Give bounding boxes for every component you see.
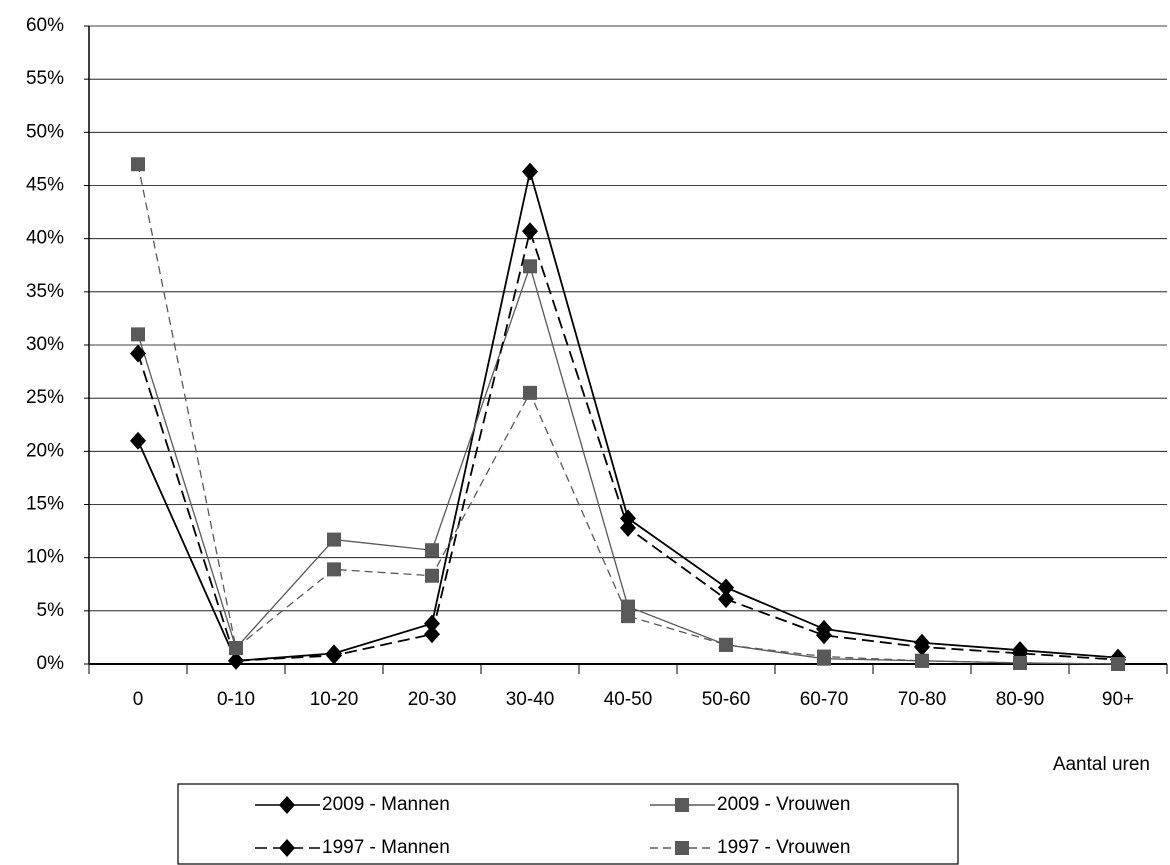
x-tick-label: 90+ [1102,689,1134,710]
series-line [137,164,1119,665]
marker [131,327,145,342]
marker [424,625,440,644]
marker [523,385,537,400]
x-tick-label: 0 [133,689,144,710]
legend-label: 1997 - Mannen [322,837,450,858]
marker [620,509,636,528]
marker [327,532,341,547]
x-tick-label: 80-90 [996,689,1045,710]
marker [523,259,537,274]
marker [522,162,538,181]
x-tick-label: 0-10 [217,689,255,710]
y-tick-label: 0% [37,653,65,674]
marker [229,641,243,656]
x-axis-label: Aantal uren [1053,754,1150,775]
marker [915,653,929,668]
marker [326,646,342,665]
marker [1111,657,1125,671]
legend-label: 1997 - Vrouwen [717,837,850,858]
x-tick-label: 70-80 [898,689,947,710]
y-tick-label: 10% [26,547,64,568]
marker [620,518,636,537]
y-tick-label: 40% [26,228,64,249]
series-line [137,227,1119,662]
y-tick-label: 45% [26,175,64,196]
marker [817,649,831,664]
marker [425,568,439,583]
marker [816,626,832,645]
y-tick-label: 35% [26,281,64,302]
legend-box [177,783,959,865]
marker [130,344,146,363]
y-tick-label: 55% [26,68,64,89]
x-tick-label: 20-30 [408,689,457,710]
legend-marker [675,798,689,812]
legend-marker [675,841,689,855]
x-tick-label: 50-60 [702,689,751,710]
marker [718,590,734,609]
marker [718,578,734,597]
y-tick-label: 60% [26,15,64,36]
x-tick-label: 40-50 [604,689,653,710]
marker [522,222,538,241]
marker [131,157,145,172]
marker [228,651,244,670]
y-tick-label: 5% [37,600,65,621]
marker [424,614,440,633]
legend-marker [279,839,295,857]
marker [425,543,439,558]
y-tick-label: 50% [26,121,64,142]
marker [621,609,635,624]
y-tick-label: 30% [26,334,64,355]
x-tick-label: 30-40 [506,689,555,710]
y-tick-label: 20% [26,440,64,461]
legend-label: 2009 - Vrouwen [717,794,850,815]
legend-marker [279,796,295,814]
y-tick-label: 15% [26,494,64,515]
x-tick-label: 10-20 [310,689,359,710]
marker [719,637,733,652]
marker [130,431,146,450]
y-tick-label: 25% [26,387,64,408]
legend-label: 2009 - Mannen [322,794,450,815]
x-tick-label: 60-70 [800,689,849,710]
marker [914,637,930,656]
marker [1013,655,1027,670]
series-line [137,171,1119,662]
marker [327,562,341,577]
